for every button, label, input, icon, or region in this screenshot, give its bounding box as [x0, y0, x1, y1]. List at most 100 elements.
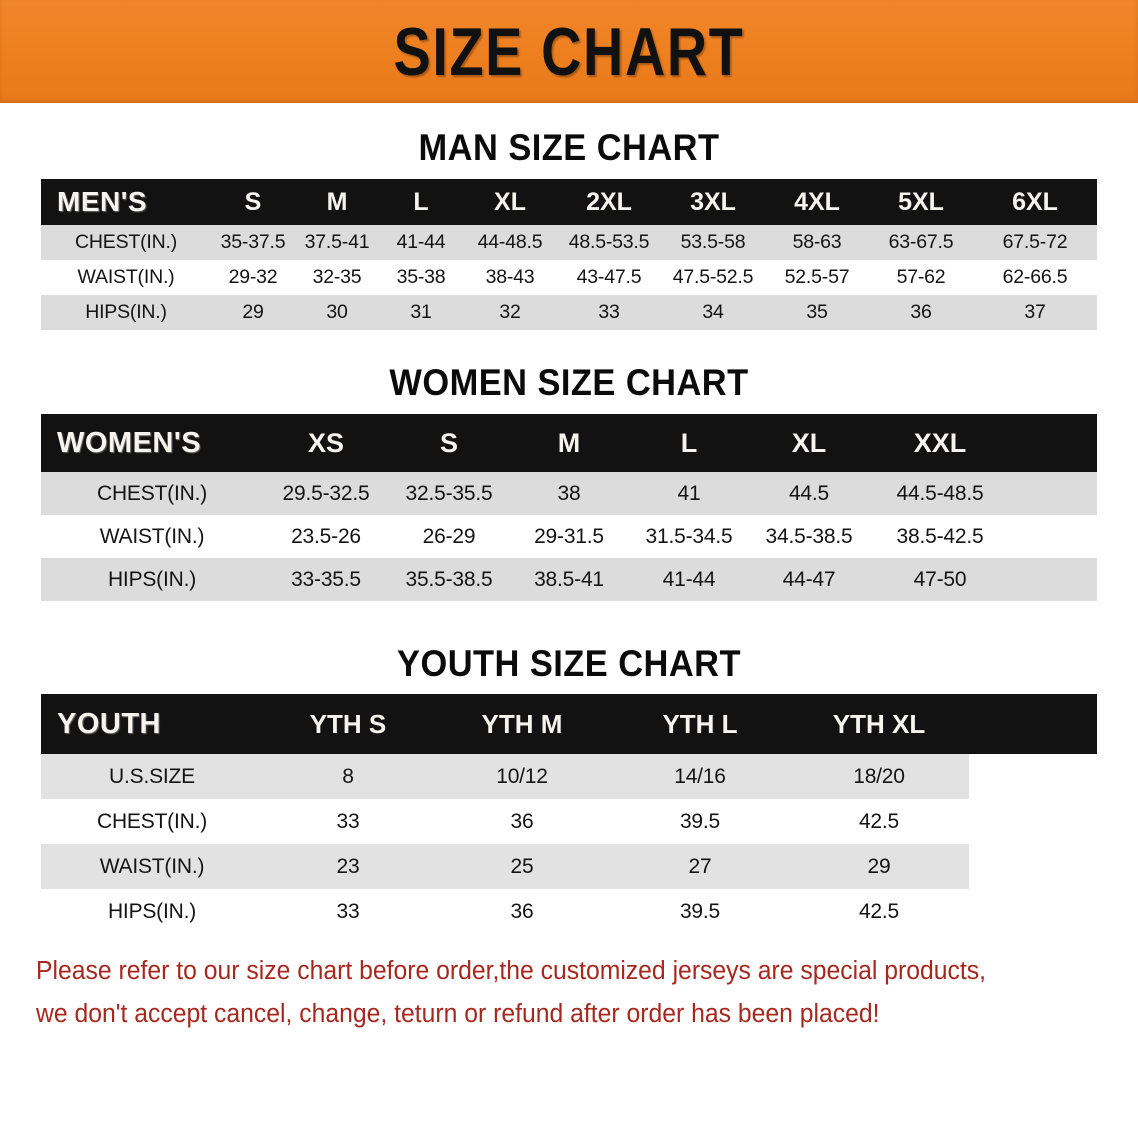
return-policy-note: Please refer to our size chart before or…: [36, 950, 1076, 1036]
man-section-title: MAN SIZE CHART: [418, 127, 720, 168]
women-cell: 29.5-32.5: [263, 472, 389, 515]
youth-cell-empty: [969, 889, 1097, 934]
women-section-title: WOMEN SIZE CHART: [389, 362, 749, 403]
women-corner-label: WOMEN'S: [41, 414, 263, 472]
women-cell: 33-35.5: [263, 558, 389, 601]
man-cell: 32-35: [295, 260, 379, 295]
man-col-header: M: [295, 179, 379, 225]
women-cell-spacer: [1011, 472, 1097, 515]
man-cell: 36: [869, 295, 973, 330]
women-col-header: XS: [263, 414, 389, 472]
man-col-header: S: [211, 179, 295, 225]
table-row: WAIST(IN.) 23 25 27 29: [41, 844, 1097, 889]
man-cell: 31: [379, 295, 463, 330]
man-cell: 32: [463, 295, 557, 330]
page-title: SIZE CHART: [393, 13, 745, 90]
youth-cell: 33: [263, 799, 433, 844]
youth-cell-empty: [969, 799, 1097, 844]
youth-cell: 33: [263, 889, 433, 934]
youth-row-label: U.S.SIZE: [41, 754, 263, 799]
man-cell: 53.5-58: [661, 225, 765, 260]
youth-row-label: HIPS(IN.): [41, 889, 263, 934]
women-cell: 26-29: [389, 515, 509, 558]
man-cell: 58-63: [765, 225, 869, 260]
youth-cell: 23: [263, 844, 433, 889]
man-row-label: CHEST(IN.): [41, 225, 211, 260]
youth-cell: 14/16: [611, 754, 789, 799]
women-row-label: WAIST(IN.): [41, 515, 263, 558]
women-col-header: M: [509, 414, 629, 472]
man-cell: 38-43: [463, 260, 557, 295]
man-cell: 29-32: [211, 260, 295, 295]
women-cell: 34.5-38.5: [749, 515, 869, 558]
youth-cell: 42.5: [789, 889, 969, 934]
man-cell: 47.5-52.5: [661, 260, 765, 295]
man-cell: 35-37.5: [211, 225, 295, 260]
man-cell: 33: [557, 295, 661, 330]
youth-cell: 27: [611, 844, 789, 889]
man-cell: 57-62: [869, 260, 973, 295]
man-cell: 34: [661, 295, 765, 330]
youth-col-header: [969, 694, 1097, 754]
youth-table-body: YOUTH YTH S YTH M YTH L YTH XL U.S.SIZE …: [41, 694, 1097, 934]
youth-size-table: YOUTH YTH S YTH M YTH L YTH XL U.S.SIZE …: [41, 694, 1097, 934]
youth-row-label: WAIST(IN.): [41, 844, 263, 889]
man-cell: 67.5-72: [973, 225, 1097, 260]
table-row: U.S.SIZE 8 10/12 14/16 18/20: [41, 754, 1097, 799]
man-cell: 44-48.5: [463, 225, 557, 260]
youth-cell: 42.5: [789, 799, 969, 844]
man-cell: 43-47.5: [557, 260, 661, 295]
man-cell: 35-38: [379, 260, 463, 295]
table-row: CHEST(IN.) 33 36 39.5 42.5: [41, 799, 1097, 844]
women-cell: 38.5-42.5: [869, 515, 1011, 558]
women-col-header-spacer: [1011, 414, 1097, 472]
women-cell: 38.5-41: [509, 558, 629, 601]
youth-cell: 10/12: [433, 754, 611, 799]
women-cell: 47-50: [869, 558, 1011, 601]
women-header-row: WOMEN'S XS S M L XL XXL: [41, 414, 1097, 472]
women-row-label: HIPS(IN.): [41, 558, 263, 601]
youth-cell: 8: [263, 754, 433, 799]
women-cell: 23.5-26: [263, 515, 389, 558]
women-cell-spacer: [1011, 558, 1097, 601]
youth-cell: 39.5: [611, 799, 789, 844]
women-table-body: WOMEN'S XS S M L XL XXL CHEST(IN.) 29.5-…: [41, 414, 1097, 601]
note-line-1: Please refer to our size chart before or…: [36, 957, 987, 985]
youth-cell: 18/20: [789, 754, 969, 799]
youth-cell-empty: [969, 754, 1097, 799]
table-row: HIPS(IN.) 33 36 39.5 42.5: [41, 889, 1097, 934]
man-cell: 35: [765, 295, 869, 330]
youth-cell: 36: [433, 889, 611, 934]
youth-row-label: CHEST(IN.): [41, 799, 263, 844]
women-cell: 32.5-35.5: [389, 472, 509, 515]
man-col-header: 5XL: [869, 179, 973, 225]
man-col-header: 2XL: [557, 179, 661, 225]
man-cell: 37: [973, 295, 1097, 330]
man-cell: 48.5-53.5: [557, 225, 661, 260]
youth-col-header: YTH XL: [789, 694, 969, 754]
table-row: HIPS(IN.) 29 30 31 32 33 34 35 36 37: [41, 295, 1097, 330]
women-cell: 31.5-34.5: [629, 515, 749, 558]
women-cell: 44-47: [749, 558, 869, 601]
women-cell-spacer: [1011, 515, 1097, 558]
women-cell: 29-31.5: [509, 515, 629, 558]
youth-col-header: YTH L: [611, 694, 789, 754]
man-cell: 62-66.5: [973, 260, 1097, 295]
women-row-label: CHEST(IN.): [41, 472, 263, 515]
youth-col-header: YTH S: [263, 694, 433, 754]
man-row-label: WAIST(IN.): [41, 260, 211, 295]
man-cell: 29: [211, 295, 295, 330]
youth-cell: 36: [433, 799, 611, 844]
man-size-table: MEN'S S M L XL 2XL 3XL 4XL 5XL 6XL CHEST…: [41, 179, 1097, 330]
table-row: CHEST(IN.) 35-37.5 37.5-41 41-44 44-48.5…: [41, 225, 1097, 260]
women-col-header: L: [629, 414, 749, 472]
table-row: WAIST(IN.) 23.5-26 26-29 29-31.5 31.5-34…: [41, 515, 1097, 558]
youth-corner-label: YOUTH: [41, 694, 263, 754]
youth-col-header: YTH M: [433, 694, 611, 754]
note-line-2: we don't accept cancel, change, teturn o…: [36, 999, 880, 1028]
man-header-row: MEN'S S M L XL 2XL 3XL 4XL 5XL 6XL: [41, 179, 1097, 225]
women-col-header: XXL: [869, 414, 1011, 472]
man-cell: 41-44: [379, 225, 463, 260]
table-row: WAIST(IN.) 29-32 32-35 35-38 38-43 43-47…: [41, 260, 1097, 295]
youth-section-title: YOUTH SIZE CHART: [397, 643, 741, 684]
